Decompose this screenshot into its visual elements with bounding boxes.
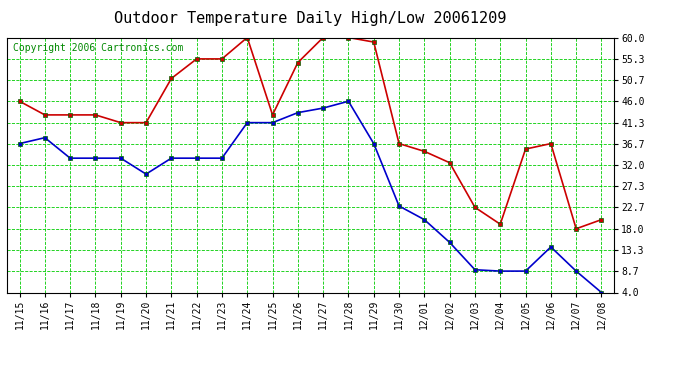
Text: Copyright 2006 Cartronics.com: Copyright 2006 Cartronics.com bbox=[13, 43, 184, 52]
Text: Outdoor Temperature Daily High/Low 20061209: Outdoor Temperature Daily High/Low 20061… bbox=[115, 11, 506, 26]
